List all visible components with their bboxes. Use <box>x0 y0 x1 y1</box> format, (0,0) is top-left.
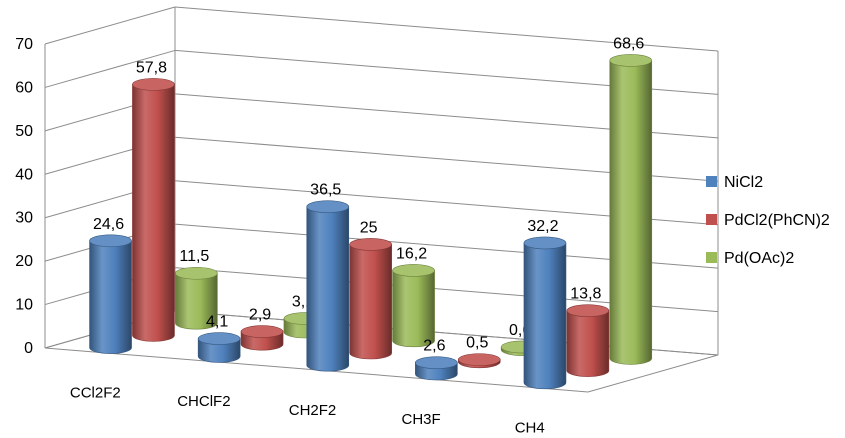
data-label: 16,2 <box>396 245 427 262</box>
y-tick-label: 60 <box>15 79 33 96</box>
bar-body <box>523 242 567 390</box>
bar-NiCl2-CH2F2: 36,5 <box>306 182 350 372</box>
y-tick-label: 70 <box>15 36 33 53</box>
bar-Pd(OAc)2-CCl2F2: 11,5 <box>175 248 218 330</box>
legend-swatch <box>706 214 717 225</box>
side-gridline <box>44 6 176 45</box>
bar-NiCl2-CH4: 32,2 <box>523 218 567 390</box>
legend-swatch <box>706 176 717 187</box>
bar-top <box>566 304 610 317</box>
data-label: 36,5 <box>310 182 341 199</box>
bar-top <box>349 238 392 251</box>
y-tick-label: 50 <box>15 123 33 140</box>
bar-top <box>197 332 241 345</box>
y-tick-label: 0 <box>24 340 33 357</box>
legend-label: NiCl2 <box>724 174 763 191</box>
bar-body <box>566 310 610 377</box>
bar-top <box>175 266 218 280</box>
bar-body <box>392 270 435 348</box>
y-tick-label: 10 <box>15 297 33 314</box>
legend-entry: NiCl2 <box>706 174 763 191</box>
bar-top <box>415 356 458 370</box>
bar-NiCl2-CHClF2: 4,1 <box>197 314 241 363</box>
bar-NiCl2-CCl2F2: 24,6 <box>89 216 132 354</box>
bar-top <box>89 234 132 248</box>
legend-label: PdCl2(PhCN)2 <box>724 212 830 229</box>
bar-top <box>132 78 175 91</box>
bar-body <box>306 206 350 372</box>
data-label: 13,8 <box>570 286 601 303</box>
data-label: 11,5 <box>179 248 209 265</box>
x-tick-label: CH4 <box>515 420 545 433</box>
bar-body <box>197 338 241 363</box>
data-label: 57,8 <box>136 59 167 76</box>
data-label: 0,5 <box>466 335 488 352</box>
back-gridline <box>174 6 719 52</box>
data-label: 4,1 <box>206 314 228 331</box>
bar-PdCl2(PhCN)2-CCl2F2: 57,8 <box>132 59 175 342</box>
bar-PdCl2(PhCN)2-CH2F2: 25 <box>349 219 392 360</box>
data-label: 68,6 <box>613 35 644 52</box>
data-label: 25 <box>360 219 378 236</box>
legend-label: Pd(OAc)2 <box>724 250 794 267</box>
legend-swatch <box>706 252 717 263</box>
bar-Pd(OAc)2-CH2F2: 16,2 <box>392 245 435 348</box>
y-tick-label: 20 <box>15 253 33 270</box>
bar-PdCl2(PhCN)2-CH4: 13,8 <box>566 286 610 377</box>
bar-body <box>132 84 175 342</box>
bar-PdCl2(PhCN)2-CH3F: 0,5 <box>457 335 501 369</box>
y-tick-label: 40 <box>15 166 33 183</box>
data-label: 2,6 <box>423 338 445 355</box>
y-tick-label: 30 <box>15 210 33 227</box>
bar-body <box>175 272 218 330</box>
x-tick-label: CH3F <box>402 411 441 428</box>
bar-body <box>89 240 132 354</box>
x-tick-label: CH2F2 <box>289 402 337 419</box>
x-tick-label: CHClF2 <box>177 393 230 410</box>
legend-entry: PdCl2(PhCN)2 <box>706 212 830 229</box>
bar-NiCl2-CH3F: 2,6 <box>415 338 458 381</box>
bar-top <box>306 200 350 213</box>
bar-top <box>609 54 653 67</box>
data-label: 24,6 <box>93 216 124 233</box>
data-label: 32,2 <box>527 218 558 235</box>
bar-body <box>349 244 392 360</box>
bar-top <box>457 353 501 366</box>
bar-PdCl2(PhCN)2-CHClF2: 2,9 <box>240 307 284 351</box>
legend-entry: Pd(OAc)2 <box>706 250 794 267</box>
bar-top <box>240 325 284 338</box>
bar-top <box>392 264 435 277</box>
side-gridline <box>44 49 176 88</box>
bar-top <box>523 236 567 250</box>
x-tick-label: CCl2F2 <box>70 384 121 401</box>
data-label: 2,9 <box>249 307 271 324</box>
bar-body <box>609 60 653 365</box>
bar-Pd(OAc)2-CH4: 68,6 <box>609 35 653 365</box>
